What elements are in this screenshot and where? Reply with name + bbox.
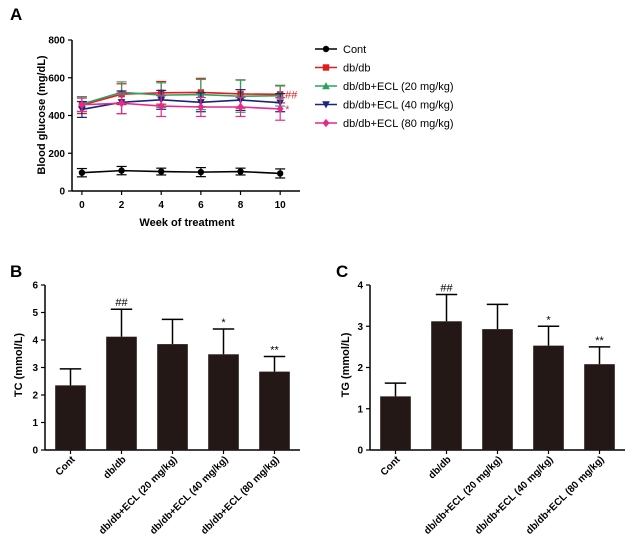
panel-a-point — [158, 168, 165, 175]
panel-a-point — [157, 101, 165, 111]
panel-a-legend: Cont db/db db/db+ECL (20 mg/kg) db/db+ECL (… — [315, 44, 454, 130]
panel-a-xtick-label: 6 — [198, 200, 204, 211]
panel-c-ytick-label: 2 — [357, 363, 363, 374]
panel-a-xtick-label: 2 — [119, 200, 125, 211]
panel-a-point — [276, 170, 284, 177]
panel-a-point — [237, 102, 245, 112]
panel-a-ytick-label: 800 — [48, 36, 65, 47]
panel-b-ytick-label: 6 — [32, 281, 38, 292]
panel-b-bar — [259, 371, 290, 450]
panel-a-point — [237, 168, 244, 175]
panel-label-c: C — [336, 262, 348, 281]
panel-c-ylabel: TG (mmol/L) — [340, 332, 352, 397]
legend-label: db/db+ECL (40 mg/kg) — [343, 100, 454, 112]
panel-a-xtick-label: 8 — [238, 200, 244, 211]
panel-c-xtick-label: Cont — [379, 454, 403, 478]
legend-label: db/db+ECL (20 mg/kg) — [343, 81, 454, 93]
panel-a-ytick-label: 0 — [59, 187, 65, 198]
panel-c-bar — [380, 396, 411, 450]
legend-marker — [322, 64, 330, 71]
panel-a-xtick-label: 10 — [275, 200, 287, 211]
panel-b-ytick-label: 4 — [32, 336, 38, 347]
legend-label: db/db+ECL (80 mg/kg) — [343, 118, 454, 130]
panel-a-ytick-label: 200 — [48, 149, 65, 160]
panel-c-bar — [431, 321, 462, 450]
panel-a-ylabel: Blood glucose (mg/dL) — [36, 55, 48, 174]
panel-b-significance: * — [221, 317, 226, 329]
panel-a-series-line — [81, 102, 281, 110]
panel-b-ytick-label: 0 — [32, 446, 38, 457]
panel-b-significance: ** — [270, 345, 279, 357]
panel-a-significance: ## — [285, 89, 298, 101]
panel-a-series-line — [81, 91, 281, 105]
panel-b-ylabel: TC (mmol/L) — [13, 333, 25, 397]
panel-a-series-line — [81, 169, 281, 175]
panel-c-bar — [533, 345, 564, 450]
panel-c-ytick-label: 3 — [357, 322, 363, 333]
panel-a-point — [78, 100, 86, 109]
panel-c-significance: * — [546, 314, 551, 326]
panel-b-bar — [208, 354, 239, 450]
panel-label-b: B — [10, 262, 22, 281]
legend-marker — [322, 82, 330, 90]
legend-marker — [322, 45, 330, 53]
panel-a-ytick-label: 400 — [48, 111, 65, 122]
legend-label: db/db — [343, 63, 371, 75]
panel-b-xtick-label: Cont — [54, 454, 78, 478]
legend-marker — [322, 101, 330, 109]
panel-c-ytick-label: 4 — [357, 281, 363, 292]
panel-a-point — [78, 169, 86, 176]
panel-b-ytick-label: 5 — [32, 308, 38, 319]
panel-a-series-line — [81, 91, 281, 106]
panel-c-bar — [584, 364, 615, 450]
panel-b-bar — [157, 344, 188, 450]
panel-a-point — [118, 167, 125, 174]
panel-a-point — [118, 99, 126, 108]
panel-a-point — [197, 102, 205, 112]
panel-c-ytick-label: 1 — [357, 404, 363, 415]
panel-a-point — [197, 168, 205, 176]
panel-a-line-chart: 0 200 400 600 800 0 2 4 6 8 10 ## * — [48, 36, 300, 211]
panel-c-significance: ## — [440, 282, 453, 294]
panel-a-significance: * — [285, 104, 290, 116]
panel-a-xlabel: Week of treatment — [139, 217, 234, 229]
panel-b-ytick-label: 3 — [32, 363, 38, 374]
panel-c-ytick-label: 0 — [357, 446, 363, 457]
panel-b-xtick-label: db/db — [102, 454, 129, 481]
panel-label-a: A — [10, 5, 22, 24]
panel-c-significance: ** — [595, 335, 604, 347]
panel-a-point — [276, 104, 284, 114]
legend-marker — [322, 118, 330, 128]
panel-a-ytick-label: 600 — [48, 73, 65, 84]
panel-b-ytick-label: 2 — [32, 391, 38, 402]
panel-c-xtick-label: db/db — [427, 454, 454, 481]
panel-a-xtick-label: 0 — [79, 200, 85, 211]
panel-b-bar — [55, 385, 86, 450]
panel-a-xtick-label: 4 — [158, 200, 164, 211]
panel-b-significance: ## — [115, 297, 128, 309]
panel-c-bar — [482, 329, 513, 450]
legend-label: Cont — [343, 44, 366, 56]
panel-b-bar — [106, 336, 137, 450]
panel-b-ytick-label: 1 — [32, 418, 38, 429]
